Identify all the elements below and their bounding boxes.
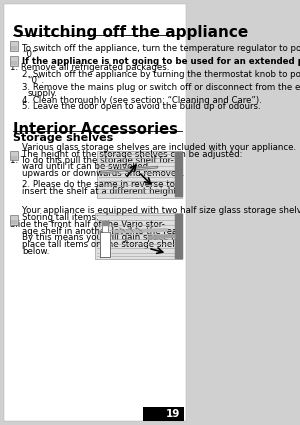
Text: 5. Leave the door open to avoid the build up of odours.: 5. Leave the door open to avoid the buil… [22, 102, 260, 111]
Bar [95, 212, 182, 259]
Text: “0”.: “0”. [22, 50, 39, 59]
Text: 1. Remove all refrigerated packages.: 1. Remove all refrigerated packages. [11, 63, 170, 72]
Text: 2. Please do the same in reverse to: 2. Please do the same in reverse to [22, 180, 175, 189]
Text: below.: below. [22, 246, 49, 255]
Text: Various glass storage shelves are included with your appliance.: Various glass storage shelves are includ… [22, 143, 296, 152]
Text: supply.: supply. [28, 89, 57, 98]
Text: Storage shelves: Storage shelves [13, 133, 114, 143]
Text: Slide the front half of the Vario stor-: Slide the front half of the Vario stor- [11, 220, 165, 229]
Text: If the appliance is not going to be used for an extended period:: If the appliance is not going to be used… [22, 57, 300, 66]
Text: “0”.: “0”. [28, 76, 45, 85]
Text: 2. Switch off the appliance by turning the thermostat knob to position: 2. Switch off the appliance by turning t… [22, 70, 300, 79]
Text: Interior Accessories: Interior Accessories [13, 122, 178, 136]
Polygon shape [101, 166, 158, 173]
Polygon shape [102, 224, 108, 232]
Bar [97, 151, 182, 198]
Text: To switch off the appliance, turn the temperature regulator to position: To switch off the appliance, turn the te… [22, 44, 300, 53]
Polygon shape [102, 221, 108, 224]
Bar [10, 41, 18, 51]
Text: The height of the storage shelves can be adjusted:: The height of the storage shelves can be… [22, 150, 242, 159]
Bar [10, 151, 18, 161]
Polygon shape [148, 235, 175, 239]
Bar [142, 407, 184, 421]
Text: Your appliance is equipped with two half size glass storage shelves.: Your appliance is equipped with two half… [22, 206, 300, 215]
Polygon shape [114, 229, 167, 233]
Text: age shelf in another level to the rear.: age shelf in another level to the rear. [22, 227, 182, 235]
Bar [10, 215, 18, 225]
Text: Storing tall items:: Storing tall items: [22, 213, 99, 222]
Text: 4. Clean thoroughly (see section: “Cleaning and Care”).: 4. Clean thoroughly (see section: “Clean… [22, 96, 262, 105]
Text: 1. To do this pull the storage shelf for-: 1. To do this pull the storage shelf for… [11, 156, 174, 165]
Text: upwards or downwards and removed.: upwards or downwards and removed. [22, 169, 184, 178]
Text: place tall items on the storage shelf: place tall items on the storage shelf [22, 240, 178, 249]
Text: insert the shelf at a different height.: insert the shelf at a different height. [22, 187, 179, 196]
Polygon shape [100, 232, 110, 257]
Text: 3. Remove the mains plug or switch off or disconnect from the electricity: 3. Remove the mains plug or switch off o… [22, 83, 300, 92]
Text: 19: 19 [166, 409, 181, 419]
Text: Switching off the appliance: Switching off the appliance [13, 26, 249, 40]
Text: ward until it can be swivelled: ward until it can be swivelled [22, 162, 148, 171]
Bar [10, 57, 18, 66]
Text: By this means you will gain space to: By this means you will gain space to [22, 233, 180, 242]
